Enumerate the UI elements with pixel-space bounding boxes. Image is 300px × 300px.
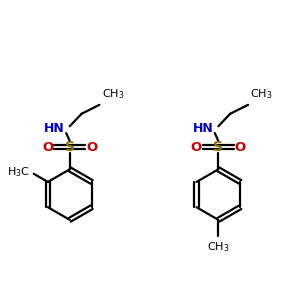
Text: H$_3$C: H$_3$C bbox=[7, 165, 30, 179]
Text: S: S bbox=[213, 140, 224, 154]
Text: O: O bbox=[191, 140, 202, 154]
Text: CH$_3$: CH$_3$ bbox=[207, 240, 230, 254]
Text: O: O bbox=[86, 140, 98, 154]
Text: HN: HN bbox=[44, 122, 65, 135]
Text: HN: HN bbox=[193, 122, 213, 135]
Text: CH$_3$: CH$_3$ bbox=[250, 88, 273, 101]
Text: CH$_3$: CH$_3$ bbox=[102, 88, 124, 101]
Text: O: O bbox=[42, 140, 53, 154]
Text: O: O bbox=[235, 140, 246, 154]
Text: S: S bbox=[65, 140, 75, 154]
